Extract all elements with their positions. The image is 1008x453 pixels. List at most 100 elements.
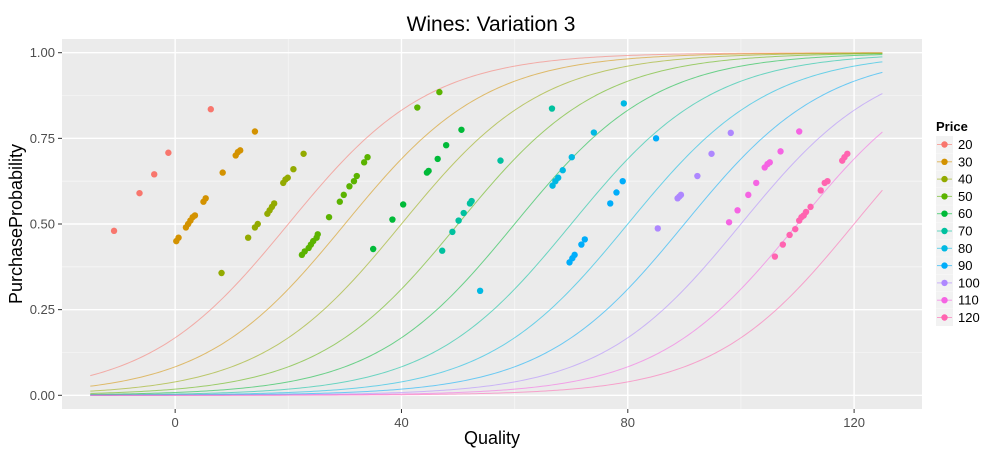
point-price-70 [548,105,556,112]
point-price-40 [270,200,278,207]
point-price-110 [725,219,733,226]
point-price-50 [353,172,360,180]
curve-price-20 [90,52,883,377]
y-tick-label: 0.00 [30,388,55,403]
legend-item-20: 20 [936,136,972,153]
point-price-90 [581,236,588,243]
point-price-110 [753,179,760,187]
legend-label: 50 [958,189,972,204]
curve-price-70 [90,56,883,396]
point-price-40 [300,150,307,157]
legend-label: 60 [958,206,972,221]
x-tick-label: 40 [394,415,408,430]
point-price-70 [449,228,456,236]
point-price-60 [399,201,407,208]
legend-label: 70 [958,224,972,239]
point-price-30 [202,195,209,202]
point-price-20 [151,171,158,178]
data-points [110,88,851,295]
point-price-50 [436,88,443,96]
legend-item-110: 110 [936,291,979,309]
legend-item-70: 70 [936,222,972,240]
point-price-100 [654,225,661,232]
point-price-120 [771,253,779,260]
point-price-100 [694,172,701,180]
legend-item-60: 60 [936,205,972,223]
point-price-90 [571,251,578,259]
point-price-80 [568,153,575,161]
legend-key-dot [941,175,948,183]
point-price-30 [237,147,244,154]
legend-label: 100 [958,275,980,290]
legend-label: 80 [958,241,972,256]
point-price-50 [346,183,353,190]
point-price-70 [455,217,462,224]
x-tick-label: 80 [621,415,635,430]
point-price-80 [590,129,598,136]
legend-item-80: 80 [936,239,972,257]
legend-title: Price [936,119,968,134]
point-price-50 [325,213,333,221]
curve-price-60 [90,54,883,395]
legend-label: 30 [958,154,972,169]
point-price-120 [792,225,799,233]
point-price-120 [817,187,824,194]
curve-price-40 [90,52,883,392]
point-price-40 [284,174,291,181]
point-price-70 [468,197,475,205]
point-price-50 [350,177,358,185]
point-price-90 [619,177,626,185]
point-price-90 [578,241,585,248]
point-price-90 [607,200,614,207]
point-price-30 [191,212,199,219]
legend: Price 20 30 40 50 60 70 80 90 100 110 120 [936,119,980,326]
legend-key-dot [941,210,948,217]
legend-item-100: 100 [936,274,980,292]
legend-label: 40 [958,172,972,187]
point-price-60 [425,167,432,175]
legend-key-dot [941,245,948,252]
y-axis-title: PurchaseProbability [6,144,26,304]
point-price-110 [734,207,741,214]
point-price-80 [559,167,566,174]
point-price-40 [244,234,252,241]
x-tick-label: 0 [172,415,179,430]
point-price-100 [708,150,715,157]
legend-key-dot [941,227,948,235]
point-price-100 [727,129,734,137]
x-axis-ticks: 0 40 80 120 [172,409,865,430]
legend-key-dot [941,193,948,200]
point-price-20 [136,189,143,197]
point-price-110 [796,128,803,135]
y-tick-label: 0.25 [30,302,55,317]
legend-key-dot [941,297,948,304]
y-tick-label: 0.50 [30,217,55,232]
point-price-120 [802,208,810,216]
point-price-110 [745,191,752,199]
point-price-120 [779,241,787,248]
point-price-100 [677,191,685,199]
point-price-60 [434,155,441,163]
point-price-20 [165,149,172,156]
legend-label: 120 [958,310,980,325]
point-price-120 [786,231,793,239]
point-price-40 [290,165,297,173]
legend-item-90: 90 [936,257,972,275]
x-tick-label: 120 [843,415,865,430]
curve-price-30 [90,52,883,387]
point-price-110 [766,159,773,166]
legend-label: 20 [958,137,972,152]
legend-key-dot [941,158,948,165]
y-tick-label: 1.00 [30,45,55,60]
point-price-30 [175,234,182,241]
point-price-30 [219,169,226,176]
chart-title: Wines: Variation 3 [407,13,576,36]
point-price-50 [340,191,347,199]
curve-price-120 [90,189,883,396]
y-tick-label: 0.75 [30,131,55,146]
point-price-30 [251,128,259,135]
fitted-curves [90,52,883,396]
x-axis-title: Quality [464,428,520,448]
point-price-40 [254,220,261,228]
